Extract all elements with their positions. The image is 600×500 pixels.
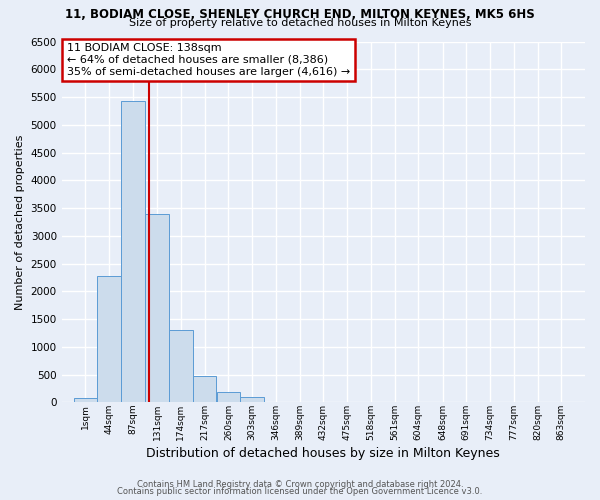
Text: 11 BODIAM CLOSE: 138sqm
← 64% of detached houses are smaller (8,386)
35% of semi: 11 BODIAM CLOSE: 138sqm ← 64% of detache… [67, 44, 350, 76]
Bar [241, 398, 264, 402]
Bar [169, 330, 193, 402]
Text: Contains HM Land Registry data © Crown copyright and database right 2024.: Contains HM Land Registry data © Crown c… [137, 480, 463, 489]
Text: 11, BODIAM CLOSE, SHENLEY CHURCH END, MILTON KEYNES, MK5 6HS: 11, BODIAM CLOSE, SHENLEY CHURCH END, MI… [65, 8, 535, 20]
Bar [217, 392, 240, 402]
Bar [145, 214, 169, 402]
Bar [121, 101, 145, 402]
Y-axis label: Number of detached properties: Number of detached properties [15, 134, 25, 310]
Bar [74, 398, 97, 402]
Bar [97, 276, 121, 402]
Bar [193, 376, 217, 402]
X-axis label: Distribution of detached houses by size in Milton Keynes: Distribution of detached houses by size … [146, 447, 500, 460]
Text: Size of property relative to detached houses in Milton Keynes: Size of property relative to detached ho… [129, 18, 471, 28]
Text: Contains public sector information licensed under the Open Government Licence v3: Contains public sector information licen… [118, 487, 482, 496]
